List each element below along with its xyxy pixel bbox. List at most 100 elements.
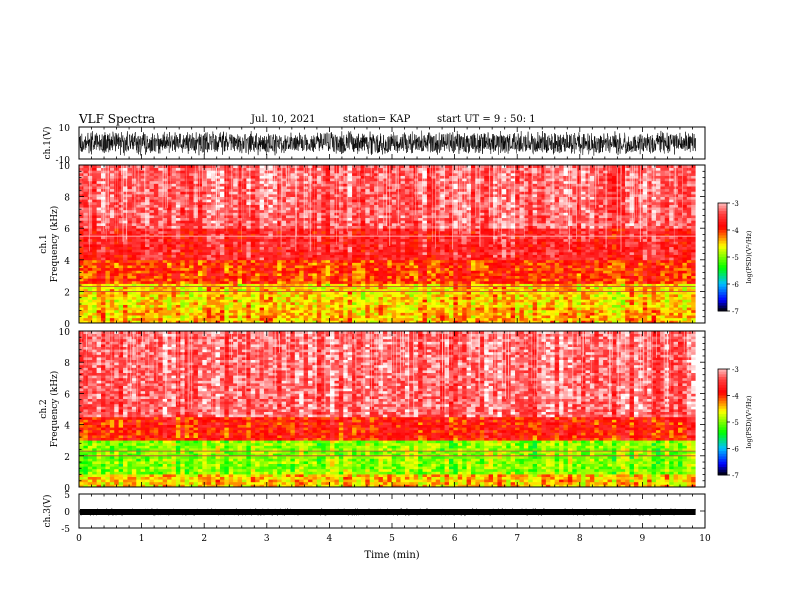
ch1-spectrogram-cell (515, 299, 520, 303)
ch1-spectrogram-cell (246, 320, 252, 324)
ch1-spectrogram-cell (382, 315, 388, 319)
ch1-spectrogram-cell (396, 315, 401, 319)
ch1-spectrogram-cell (457, 304, 463, 308)
ch1-spectrogram-cell (462, 296, 467, 300)
ch1-spectrogram-cell (682, 275, 688, 279)
ch1-spectrogram-cell (114, 246, 120, 250)
ch1-spectrogram-cell (321, 291, 327, 295)
ch1-spectrogram-cell (448, 272, 454, 276)
ch1-spectrogram-cell (642, 267, 648, 271)
ch1-spectrogram-cell (545, 265, 551, 269)
ch1-spectrogram-cell (629, 307, 635, 311)
ch1-spectrogram-cell (79, 257, 84, 261)
ch1-spectrogram-cell (572, 238, 578, 242)
ch1-spectrogram-cell (541, 278, 547, 282)
ch1-spectrogram-cell (250, 254, 256, 258)
ch1-spectrogram-cell (180, 315, 186, 319)
ch1-spectrogram-cell (171, 238, 177, 242)
ch1-spectrogram-cell (655, 294, 661, 298)
ch1-spectrogram-cell (523, 317, 529, 321)
ch1-spectrogram-cell (660, 272, 666, 276)
ch1-spectrogram-cell (202, 312, 208, 316)
ch1-spectrogram-cell (281, 270, 287, 274)
ch1-spectrogram-cell (633, 257, 639, 261)
ch1-spectrogram-cell (294, 315, 300, 319)
ch1-spectrogram-cell (391, 272, 397, 276)
ch1-spectrogram-cell (237, 299, 243, 303)
ch1-spectrogram-cell (219, 244, 225, 248)
ch1-spectrogram-cell (118, 283, 124, 287)
ch1-spectrogram-cell (448, 315, 454, 319)
ch1-spectrogram-cell (607, 294, 613, 298)
ch1-spectrogram-cell (422, 272, 428, 276)
ch1-spectrogram-cell (105, 275, 111, 279)
ch1-spectrogram-cell (360, 294, 366, 298)
ch1-spectrogram-cell (607, 236, 613, 240)
ch1-spectrogram-cell (475, 241, 481, 245)
ch1-spectrogram-cell (299, 320, 305, 324)
ch1-spectrogram-cell (431, 257, 437, 261)
ch1-spectrogram-cell (325, 249, 331, 253)
ch1-spectrogram-cell (360, 280, 366, 284)
ch1-spectrogram-cell (286, 272, 291, 276)
ch1-spectrogram-cell (594, 270, 600, 274)
ch1-spectrogram-cell (316, 257, 322, 261)
ch1-spectrogram-cell (246, 241, 252, 245)
ch1-spectrogram-cell (356, 278, 362, 282)
ch1-spectrogram-cell (691, 257, 697, 261)
ch1-spectrogram-cell (312, 230, 318, 234)
ch1-spectrogram-cell (550, 312, 556, 316)
ch1-waveform-line (78, 130, 696, 156)
ch1-spectrogram-cell (83, 270, 89, 274)
ch1-spectrogram-cell (171, 244, 177, 248)
ch1-spectrogram-cell (281, 259, 287, 263)
ch1-spectrogram-cell (532, 254, 538, 258)
ch1-spectrogram-cell (241, 294, 247, 298)
ch1-spectrogram-cell (338, 275, 344, 279)
ch1-spectrogram-cell (444, 259, 450, 263)
ch1-spectrogram-cell (396, 312, 401, 316)
ch1-spectrogram-cell (193, 272, 199, 276)
ch1-spectrogram-cell (400, 299, 406, 303)
ch1-spectrogram-cell (180, 307, 186, 311)
ch1-spectrogram-cell (316, 280, 322, 284)
ch1-spectrogram-cell (523, 309, 529, 313)
ch1-spectrogram-cell (607, 309, 613, 313)
ch1-spectrogram-cell (356, 280, 362, 284)
ch1-spectrogram-cell (594, 251, 600, 255)
ch1-spectrogram-cell (638, 244, 644, 248)
ch1-spectrogram-cell (563, 286, 569, 290)
ch1-spectrogram-cell (457, 317, 463, 321)
ch1-spectrogram-cell (101, 254, 106, 258)
ch1-spectrogram-cell (655, 309, 661, 313)
ch1-spectrogram-cell (299, 233, 305, 237)
ch1-spectrogram-cell (303, 315, 309, 319)
ch1-spectrogram-cell (629, 270, 635, 274)
ch1-spectrogram-cell (633, 315, 639, 319)
ch1-spectrogram-cell (180, 236, 186, 240)
ch1-spectrogram-cell (369, 317, 375, 321)
ch1-spectrogram-cell (391, 246, 397, 250)
ch1-spectrogram-cell (629, 246, 635, 250)
ch1-spectrogram-cell (589, 272, 595, 276)
ch1-spectrogram-cell (651, 244, 657, 248)
ch1-spectrogram-cell (224, 294, 230, 298)
ch1-spectrogram-cell (87, 249, 93, 253)
ch1-spectrogram-cell (440, 238, 445, 242)
ch1-spectrogram-cell (211, 312, 216, 316)
ch1-spectrogram-cell (211, 320, 216, 324)
ch1-spectrogram-cell (633, 304, 639, 308)
ch1-spectrogram-cell (215, 317, 221, 321)
ch1-spectrogram-cell (219, 291, 225, 295)
ch1-spectrogram-cell (440, 251, 445, 255)
ch1-spectrogram-cell (233, 265, 238, 269)
ch1-spectrogram-cell (475, 254, 481, 258)
ch1-spectrogram-cell (206, 233, 212, 237)
ch1-spectrogram-cell (180, 246, 186, 250)
ch1-spectrogram-cell (519, 257, 525, 261)
ch1-spectrogram-cell (400, 309, 406, 313)
ch1-spectrogram-cell (413, 244, 419, 248)
ch1-spectrogram-cell (312, 233, 318, 237)
ch1-spectrogram-cell (607, 257, 613, 261)
ch1-spectrogram-cell (316, 241, 322, 245)
